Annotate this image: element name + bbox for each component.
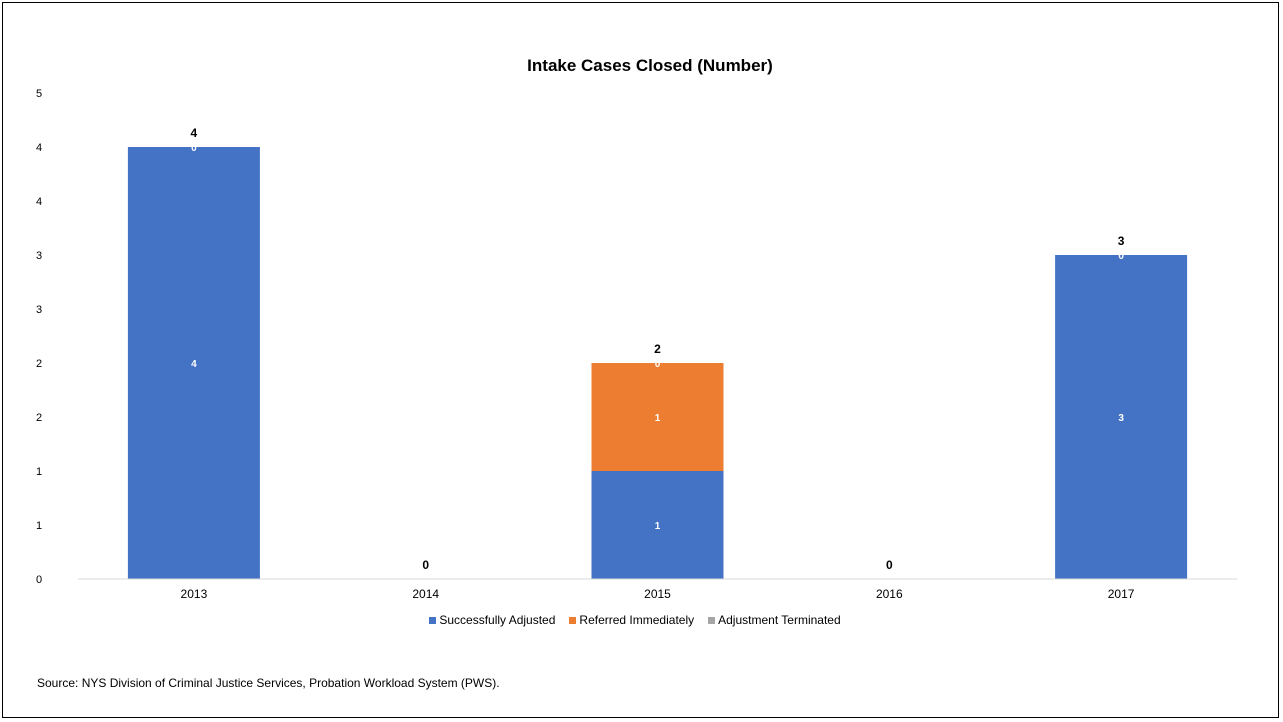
bar-data-label: 3 <box>1118 413 1124 424</box>
bar-segment <box>1055 255 1188 579</box>
legend-item-adjustment-terminated: Adjustment Terminated <box>708 613 841 627</box>
legend-swatch-successfully-adjusted <box>429 616 437 624</box>
y-tick-label: 0 <box>36 574 42 586</box>
y-tick-label: 5 <box>36 88 42 100</box>
bar-data-label: 0 <box>1118 251 1124 262</box>
bar-data-label: 1 <box>655 413 661 424</box>
legend-label-adjustment-terminated: Adjustment Terminated <box>718 613 841 627</box>
bar-total-label: 0 <box>422 558 429 572</box>
legend-item-referred-immediately: Referred Immediately <box>569 613 694 627</box>
legend-label-successfully-adjusted: Successfully Adjusted <box>439 613 556 627</box>
bar-segment <box>591 471 724 579</box>
x-tick-label: 2013 <box>181 587 208 601</box>
legend-label-referred-immediately: Referred Immediately <box>579 613 695 627</box>
legend-swatch-referred-immediately <box>569 616 577 624</box>
y-tick-label: 2 <box>36 412 42 424</box>
bar-total-label: 3 <box>1118 234 1125 248</box>
chart-title: Intake Cases Closed (Number) <box>527 56 773 75</box>
x-tick-label: 2015 <box>644 587 671 601</box>
bar-segment <box>591 363 724 471</box>
y-tick-label: 1 <box>36 520 42 532</box>
x-tick-label: 2014 <box>412 587 439 601</box>
source-note: Source: NYS Division of Criminal Justice… <box>37 676 500 690</box>
bar-total-label: 2 <box>654 342 661 356</box>
x-tick-label: 2016 <box>876 587 903 601</box>
y-tick-label: 1 <box>36 466 42 478</box>
y-tick-label: 3 <box>36 250 42 262</box>
y-tick-label: 4 <box>36 142 42 154</box>
y-tick-label: 3 <box>36 304 42 316</box>
bar-segment <box>127 147 260 579</box>
x-tick-label: 2017 <box>1108 587 1135 601</box>
y-tick-label: 4 <box>36 196 42 208</box>
bar-total-label: 4 <box>191 126 198 140</box>
bar-data-label: 1 <box>655 521 661 532</box>
bar-data-label: 0 <box>191 143 197 154</box>
legend-swatch-adjustment-terminated <box>708 616 716 624</box>
bar-data-label: 0 <box>655 359 661 370</box>
y-tick-label: 2 <box>36 358 42 370</box>
chart-legend: Successfully Adjusted Referred Immediate… <box>0 613 1270 627</box>
legend-item-successfully-adjusted: Successfully Adjusted <box>429 613 555 627</box>
bar-data-label: 4 <box>191 359 197 370</box>
bar-total-label: 0 <box>886 558 893 572</box>
